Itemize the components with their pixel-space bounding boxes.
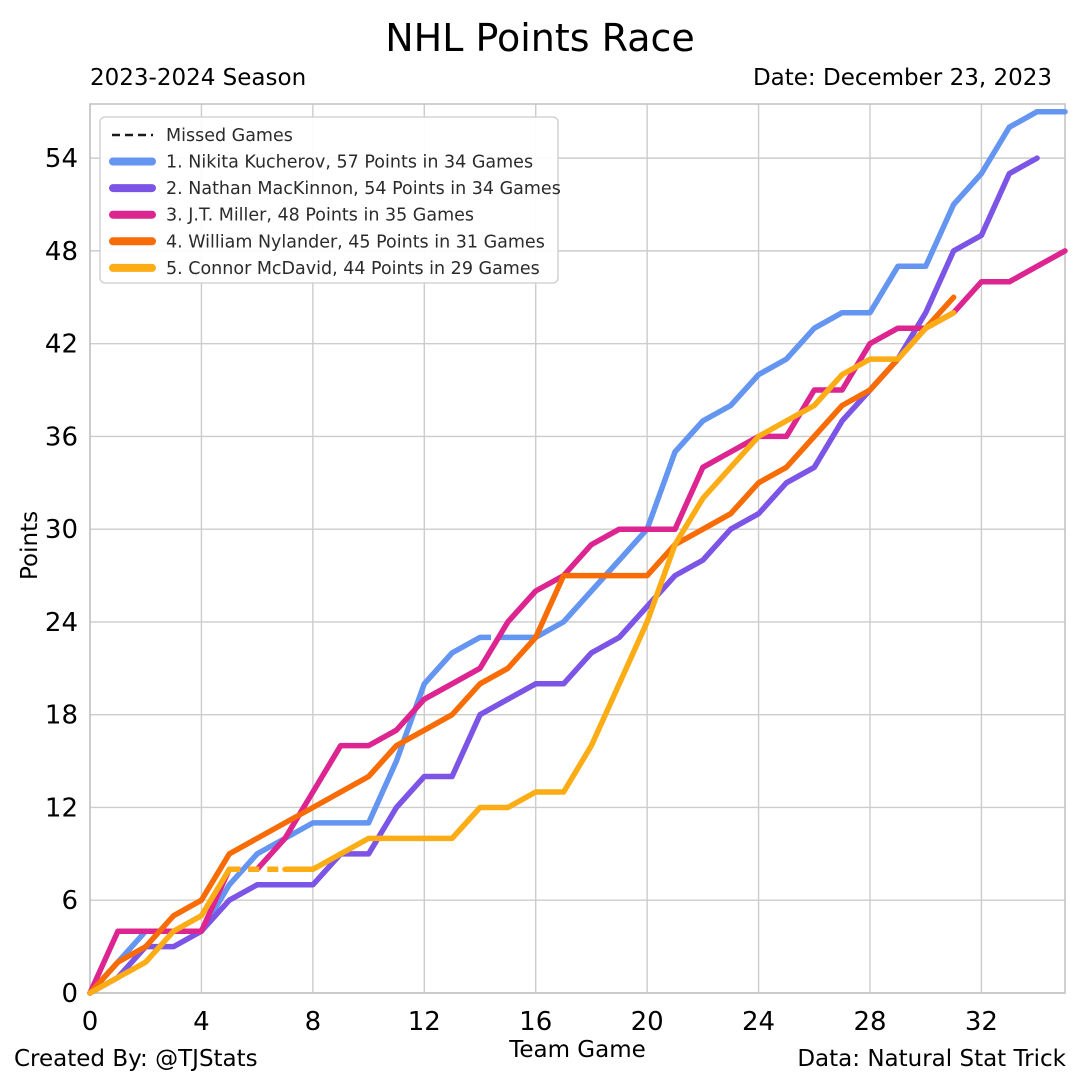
x-tick-label: 28 bbox=[853, 1007, 886, 1037]
legend-missed-games-label: Missed Games bbox=[166, 126, 293, 146]
y-tick-label: 36 bbox=[45, 422, 78, 452]
footer-source: Data: Natural Stat Trick bbox=[797, 1046, 1066, 1072]
series-line-nylander bbox=[87, 294, 957, 996]
y-tick-label: 24 bbox=[45, 608, 78, 638]
x-tick-label: 12 bbox=[408, 1007, 441, 1037]
footer-credit: Created By: @TJStats bbox=[14, 1046, 258, 1072]
series-mcdavid bbox=[87, 309, 957, 996]
x-tick-label: 32 bbox=[965, 1007, 998, 1037]
series-line-mcdavid bbox=[87, 866, 233, 996]
y-axis-label: Points bbox=[17, 510, 43, 580]
y-tick-label: 48 bbox=[45, 237, 78, 267]
series-line-kucherov bbox=[505, 108, 1068, 641]
x-tick-label: 24 bbox=[742, 1007, 775, 1037]
season-subtitle: 2023-2024 Season bbox=[90, 65, 307, 91]
y-tick-label: 0 bbox=[61, 979, 78, 1009]
x-tick-label: 4 bbox=[193, 1007, 210, 1037]
legend-label-mcdavid: 5. Connor McDavid, 44 Points in 29 Games bbox=[166, 259, 540, 279]
legend-label-kucherov: 1. Nikita Kucherov, 57 Points in 34 Game… bbox=[166, 153, 533, 173]
y-tick-label: 54 bbox=[45, 144, 78, 174]
y-tick-label: 6 bbox=[61, 886, 78, 916]
date-label: Date: December 23, 2023 bbox=[752, 65, 1052, 91]
series-line-mcdavid bbox=[282, 309, 957, 873]
y-tick-label: 42 bbox=[45, 330, 78, 360]
x-axis-label: Team Game bbox=[509, 1037, 646, 1063]
legend-label-mackinnon: 2. Nathan MacKinnon, 54 Points in 34 Gam… bbox=[166, 179, 561, 199]
legend: Missed Games 1. Nikita Kucherov, 57 Point… bbox=[99, 116, 561, 284]
y-tick-label: 12 bbox=[45, 793, 78, 823]
x-tick-label: 16 bbox=[519, 1007, 552, 1037]
y-tick-label: 18 bbox=[45, 701, 78, 731]
series-nylander bbox=[87, 294, 957, 996]
x-tick-label: 20 bbox=[631, 1007, 664, 1037]
legend-label-nylander: 4. William Nylander, 45 Points in 31 Gam… bbox=[166, 232, 545, 252]
x-tick-label: 8 bbox=[305, 1007, 322, 1037]
chart-title: NHL Points Race bbox=[385, 16, 695, 60]
legend-box bbox=[99, 116, 559, 284]
y-tick-label: 30 bbox=[45, 515, 78, 545]
grid bbox=[89, 104, 1065, 994]
x-tick-label: 0 bbox=[82, 1007, 99, 1037]
legend-label-miller: 3. J.T. Miller, 48 Points in 35 Games bbox=[166, 206, 474, 226]
plot-border bbox=[89, 103, 1066, 994]
